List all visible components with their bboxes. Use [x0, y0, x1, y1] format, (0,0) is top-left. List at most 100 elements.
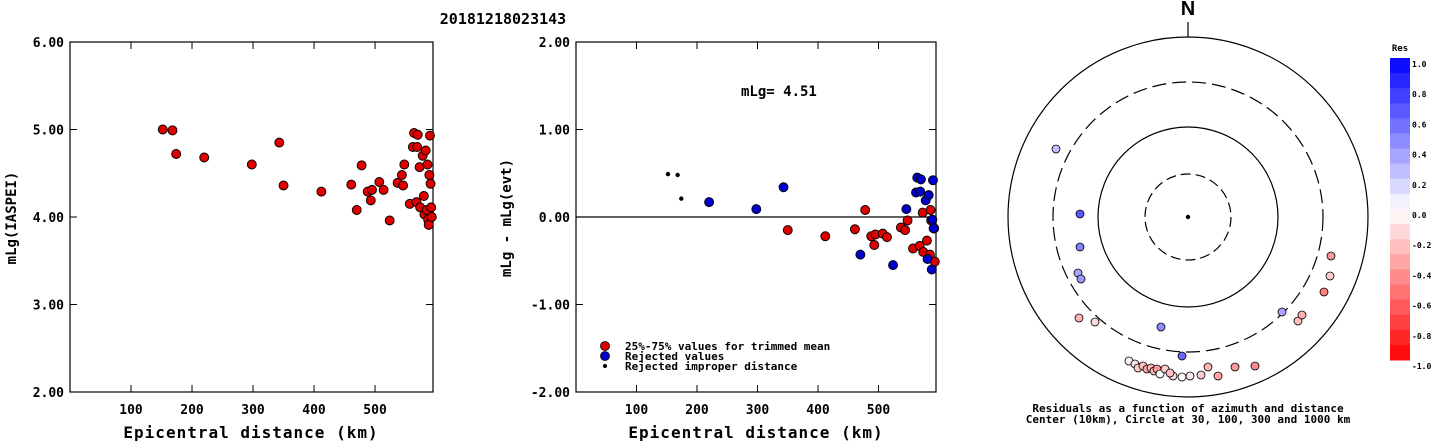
colorbar-cell	[1390, 103, 1410, 119]
data-point	[927, 214, 938, 225]
y-tick-label: -1.00	[531, 299, 570, 314]
station-point	[1297, 310, 1307, 320]
station-point	[1326, 251, 1336, 261]
data-point	[888, 260, 898, 271]
colorbar-cell	[1390, 133, 1410, 150]
colorbar-title: Res	[1392, 44, 1408, 54]
station-point	[1277, 307, 1287, 317]
station-point	[1076, 274, 1086, 284]
data-point	[915, 186, 926, 197]
y-tick-label: -2.00	[531, 386, 570, 401]
caption-line-2: Center (10km), Circle at 30, 100, 300 an…	[1026, 413, 1351, 426]
data-point	[901, 204, 912, 215]
colorbar-tick-label: -0.8	[1412, 332, 1431, 341]
data-point	[274, 137, 285, 148]
colorbar-cell	[1390, 209, 1410, 225]
data-point	[665, 171, 671, 177]
data-point	[849, 224, 860, 235]
station-point	[1196, 370, 1206, 380]
data-point	[424, 130, 435, 141]
colorbar-cell	[1390, 299, 1410, 316]
data-point	[925, 205, 936, 215]
station-point	[1074, 313, 1084, 323]
colorbar-cell	[1390, 163, 1410, 180]
data-point	[167, 125, 178, 136]
colorbar-tick-label: 0.4	[1412, 151, 1427, 160]
ring-100km	[1097, 126, 1279, 308]
colorbar: Res 1.0 0.8 0.6 0.4 0.2 0.0 -0.2 -0.4 -0.6 -0.8 -1…	[1390, 44, 1431, 371]
north-label: N	[1181, 0, 1195, 20]
station-point	[1156, 322, 1166, 332]
panel1-x-axis-label: Epicentral distance (km)	[123, 423, 378, 441]
station-point	[1185, 371, 1195, 381]
panel1-y-ticks: 2.00 3.00 4.00 5.00 6.00	[33, 36, 433, 401]
data-point	[425, 178, 436, 189]
panel2-mlg-annotation: mLg= 4.51	[741, 84, 817, 100]
data-point	[860, 205, 871, 215]
station-point	[1177, 372, 1187, 382]
legend-marker-rejected	[600, 351, 610, 361]
data-point	[882, 232, 892, 243]
panel2-y-ticks: -2.00 -1.00 0.00 1.00 2.00	[531, 36, 936, 401]
legend-label-trimmed-mean: 25%-75% values for trimmed mean	[625, 340, 830, 353]
colorbar-tick-label: -1.0	[1412, 362, 1431, 371]
x-tick-label: 100	[625, 403, 649, 418]
panel-magnitude-vs-distance: 100 200 300 400 500 2.00 3.00 4.00 5.00 6.00 Epi…	[4, 36, 437, 441]
station-point	[1075, 209, 1085, 219]
colorbar-cell	[1390, 224, 1410, 240]
y-tick-label: 6.00	[33, 36, 64, 51]
data-point	[426, 212, 437, 222]
x-tick-label: 500	[867, 403, 891, 418]
colorbar-cell	[1390, 239, 1410, 255]
colorbar-cell	[1390, 314, 1410, 331]
colorbar-cell	[1390, 58, 1410, 74]
data-point	[921, 235, 932, 246]
station-point	[1293, 316, 1303, 326]
data-point	[675, 172, 680, 178]
colorbar-tick-label: 0.2	[1412, 181, 1427, 190]
x-tick-label: 300	[241, 403, 265, 418]
colorbar-cell	[1390, 178, 1410, 195]
colorbar-cell	[1390, 329, 1410, 346]
y-tick-label: 0.00	[539, 211, 570, 226]
station-point	[1213, 371, 1223, 381]
data-point	[782, 225, 793, 236]
data-point	[374, 177, 385, 187]
data-point	[346, 179, 357, 190]
x-tick-label: 500	[363, 403, 387, 418]
data-point	[418, 191, 429, 201]
legend-label-rejected: Rejected values	[625, 350, 724, 363]
station-point	[1230, 362, 1240, 372]
x-tick-label: 200	[685, 403, 709, 418]
panel2-x-axis-label: Epicentral distance (km)	[628, 423, 883, 441]
colorbar-cell	[1390, 254, 1410, 270]
data-point	[378, 184, 389, 195]
data-point	[424, 170, 435, 180]
data-point	[171, 149, 182, 159]
station-point	[1319, 287, 1329, 297]
y-tick-label: 5.00	[33, 124, 64, 139]
panel2-y-axis-label: mLg - mLg(evt)	[499, 159, 515, 277]
caption-line-1: Residuals as a function of azimuth and d…	[1032, 402, 1344, 415]
panel-residual-vs-distance: 100 200 300 400 500 -2.00 -1.00 0.00 1.00 2.00 m…	[499, 36, 940, 441]
station-point	[1051, 144, 1061, 154]
y-tick-label: 2.00	[539, 36, 570, 51]
data-point	[900, 225, 911, 236]
legend-marker-improper-distance	[603, 364, 607, 368]
data-point	[869, 240, 880, 250]
data-point	[778, 182, 789, 193]
data-point	[351, 205, 362, 215]
data-point	[751, 204, 762, 215]
data-point	[316, 186, 327, 197]
data-point	[902, 215, 913, 226]
station-point	[1203, 362, 1213, 372]
panel2-legend: 25%-75% values for trimmed mean Rejected…	[600, 340, 830, 373]
x-tick-label: 300	[746, 403, 770, 418]
panel2-x-ticks: 100 200 300 400 500	[625, 42, 891, 418]
data-point	[199, 152, 210, 163]
panel1-x-ticks: 100 200 300 400 500	[119, 42, 387, 418]
colorbar-cell	[1390, 193, 1410, 210]
colorbar-cell	[1390, 269, 1410, 285]
station-point	[1325, 271, 1335, 281]
station-point	[1250, 361, 1260, 371]
